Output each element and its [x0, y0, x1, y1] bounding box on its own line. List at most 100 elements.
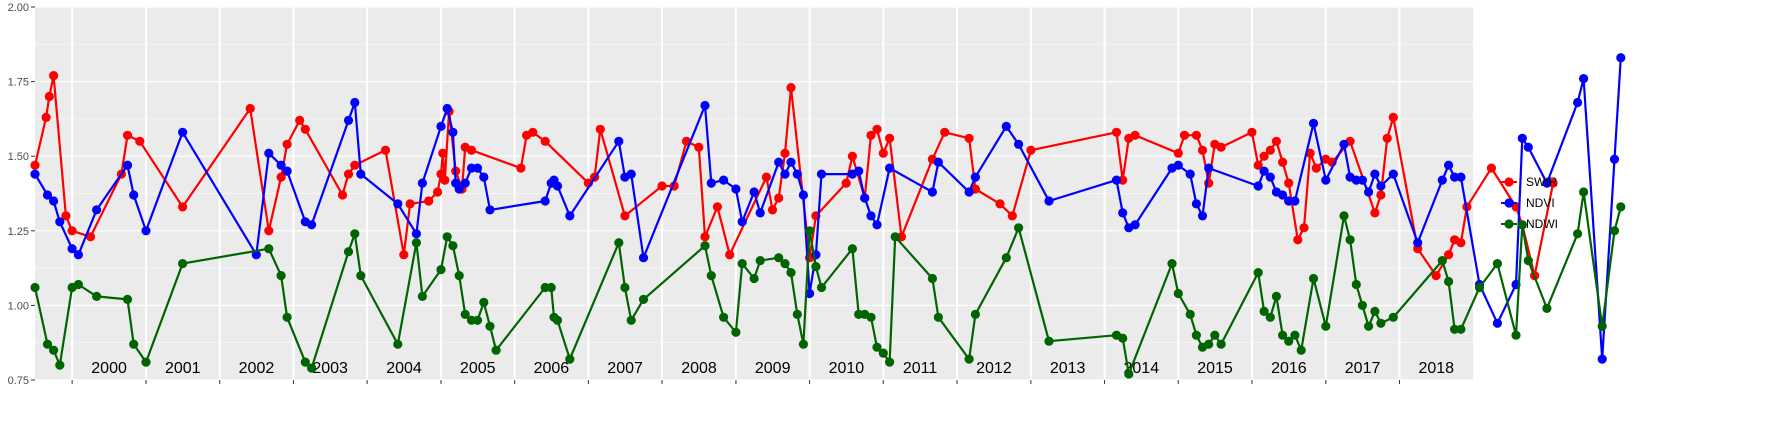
data-point: [1444, 250, 1454, 260]
data-point: [1413, 238, 1423, 248]
data-point: [1247, 127, 1257, 137]
data-point: [245, 103, 255, 114]
data-point: [1204, 339, 1214, 349]
data-point: [178, 127, 188, 137]
legend-label-swir: SWIR: [1526, 175, 1558, 189]
data-point: [694, 142, 704, 152]
data-point: [896, 232, 907, 242]
data-point: [755, 256, 765, 266]
data-point: [1357, 175, 1367, 185]
data-point: [55, 360, 65, 370]
data-point: [1185, 169, 1195, 179]
year-label: 2002: [239, 360, 275, 377]
data-point: [1293, 235, 1303, 245]
data-point: [1026, 145, 1036, 155]
data-point: [964, 133, 974, 143]
data-point: [1364, 321, 1374, 331]
data-point: [1191, 130, 1201, 140]
data-point: [30, 282, 40, 293]
data-point: [1597, 321, 1607, 331]
y-axis: 0.75 1.00 1.25 1.50 1.75 2.00: [8, 2, 1401, 387]
data-point: [1609, 154, 1620, 164]
data-point: [755, 208, 765, 218]
data-point: [767, 205, 778, 215]
data-point: [1357, 300, 1367, 310]
data-point: [264, 226, 274, 236]
data-point: [1474, 282, 1485, 293]
year-label: 2016: [1271, 360, 1307, 377]
data-point: [774, 253, 784, 263]
data-point: [350, 97, 360, 108]
data-point: [41, 112, 51, 122]
year-label: 2006: [534, 360, 570, 377]
data-point: [1308, 273, 1319, 284]
data-point: [1265, 172, 1275, 182]
data-point: [92, 205, 102, 215]
data-point: [657, 181, 667, 191]
year-label: 2009: [755, 360, 791, 377]
data-point: [485, 205, 495, 215]
data-point: [540, 136, 550, 146]
data-point: [964, 354, 974, 364]
year-label: 2010: [829, 360, 865, 377]
data-point: [1573, 229, 1583, 239]
data-point: [442, 103, 452, 114]
data-point: [1388, 169, 1398, 179]
data-point: [411, 229, 421, 239]
data-point: [276, 160, 286, 170]
data-point: [866, 312, 876, 322]
data-point: [49, 196, 59, 206]
data-point: [1290, 330, 1300, 340]
data-point: [44, 91, 54, 102]
year-label: 2008: [681, 360, 717, 377]
data-point: [1259, 306, 1269, 316]
data-point: [540, 196, 550, 206]
data-point: [1111, 127, 1122, 137]
data-point: [774, 193, 784, 203]
data-point: [178, 202, 188, 212]
data-point: [356, 169, 366, 179]
data-point: [460, 309, 470, 319]
year-label: 2005: [460, 360, 496, 377]
data-point: [1271, 291, 1281, 301]
data-point: [1118, 208, 1128, 218]
data-point: [1216, 142, 1226, 152]
data-point: [1296, 345, 1306, 355]
data-point: [307, 220, 317, 230]
data-point: [1364, 187, 1374, 197]
data-point: [731, 184, 741, 194]
data-point: [73, 279, 83, 290]
data-point: [995, 199, 1005, 209]
data-point: [1388, 312, 1398, 322]
data-point: [749, 273, 759, 284]
data-point: [872, 342, 882, 352]
data-point: [933, 312, 944, 322]
data-point: [970, 172, 981, 182]
series-ndvi: [30, 53, 1626, 364]
data-point: [276, 172, 286, 182]
data-point: [847, 244, 858, 254]
data-point: [546, 282, 556, 293]
data-point: [448, 127, 458, 137]
data-point: [878, 348, 888, 358]
data-point: [841, 178, 851, 188]
data-point: [964, 187, 974, 197]
data-point: [878, 148, 888, 158]
data-point: [61, 211, 71, 221]
data-point: [1339, 139, 1349, 149]
y-tick-label: 2.00: [8, 2, 29, 14]
data-point: [1111, 175, 1122, 185]
data-point: [1321, 321, 1331, 331]
data-point: [595, 124, 605, 134]
data-point: [528, 127, 538, 137]
data-point: [927, 273, 938, 284]
data-point: [1382, 133, 1392, 143]
data-point: [129, 339, 139, 349]
data-point: [417, 178, 427, 188]
year-label: 2003: [312, 360, 348, 377]
year-label: 2018: [1418, 360, 1454, 377]
data-point: [1431, 271, 1441, 281]
data-point: [1173, 160, 1183, 170]
data-point: [737, 259, 747, 269]
data-point: [706, 178, 716, 188]
